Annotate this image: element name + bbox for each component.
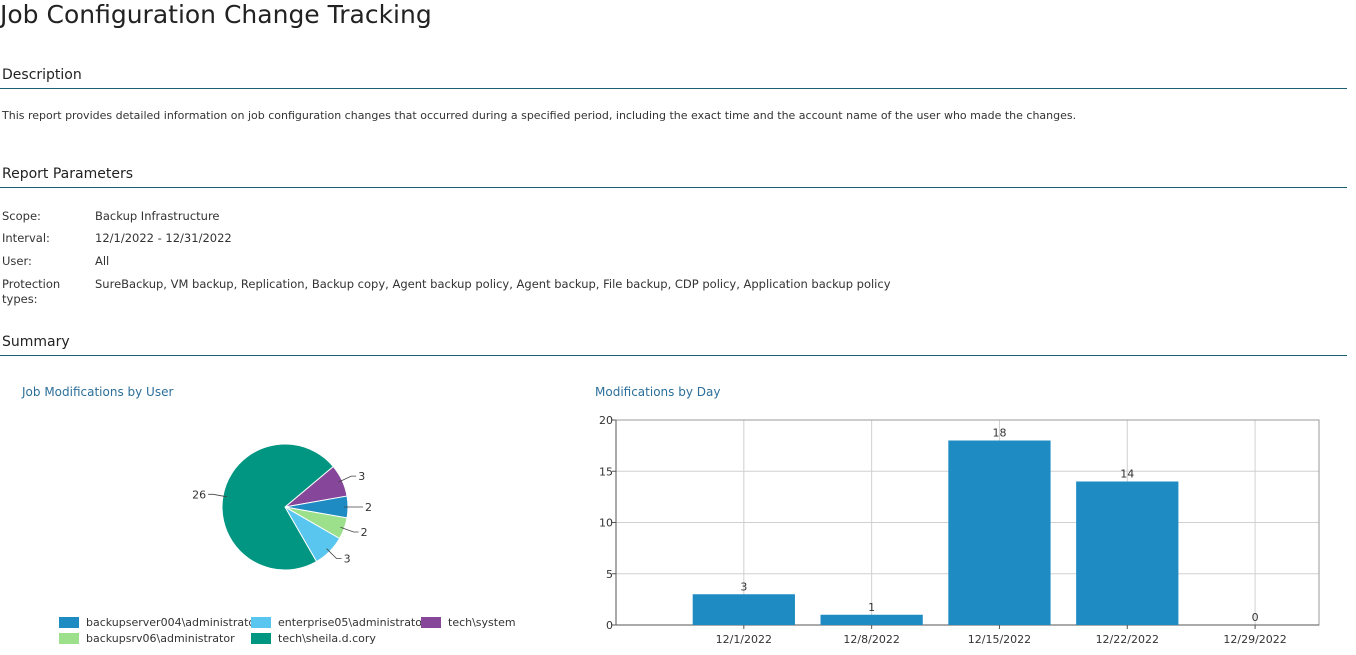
legend-label: enterprise05\administrator [278,616,427,629]
bar-data-label: 18 [992,427,1006,440]
bar-data-label: 3 [740,580,747,593]
pie-chart: 3 2 2 3 26 [192,443,372,571]
param-protection-types-label: Protection types: [2,277,61,306]
bar-12-15-2022 [948,440,1051,625]
summary-header-label: Summary [2,334,70,350]
x-tick-label: 12/15/2022 [968,633,1031,646]
legend-label: backupserver004\administrator [86,616,260,629]
pie-chart-title: Job Modifications by User [22,385,174,399]
x-tick-label: 12/29/2022 [1223,633,1286,646]
bar-data-label: 1 [868,601,875,614]
pie-label-leader [340,526,359,533]
page-title: Job Configuration Change Tracking [0,0,432,29]
param-protection-types-value: SureBackup, VM backup, Replication, Back… [95,277,891,291]
bar-chart-title: Modifications by Day [595,385,721,399]
param-user-value: All [95,254,110,268]
description-section-header: Description [0,67,1347,89]
y-tick-label: 0 [606,619,613,632]
legend-swatch [421,617,441,628]
param-user-label: User: [2,254,32,268]
legend-swatch [251,633,271,644]
y-tick-label: 10 [599,517,613,530]
bar-12-22-2022 [1076,481,1179,625]
legend-label: backupsrv06\administrator [86,632,235,645]
y-tick-label: 15 [599,465,613,478]
x-tick-label: 12/1/2022 [716,633,772,646]
legend-swatch [59,617,79,628]
parameters-header-label: Report Parameters [2,166,133,182]
pie-label-leader [326,548,342,560]
y-tick-label: 5 [606,568,613,581]
description-text: This report provides detailed informatio… [2,109,1077,122]
pie-data-label: 2 [365,501,372,514]
summary-section-header: Summary [0,334,1347,356]
param-interval-value: 12/1/2022 - 12/31/2022 [95,231,232,245]
description-header-label: Description [2,67,82,83]
legend-label: tech\sheila.d.cory [278,632,376,645]
pie-data-label: 3 [344,553,351,566]
x-tick-label: 12/8/2022 [843,633,899,646]
param-scope-label: Scope: [2,209,41,223]
bar-data-label: 0 [1252,611,1259,624]
pie-data-label: 26 [192,488,206,501]
param-interval-label: Interval: [2,231,50,245]
parameters-section-header: Report Parameters [0,166,1347,188]
pie-label-leader [338,475,357,483]
param-scope-value: Backup Infrastructure [95,209,220,223]
bar-chart: 0 5 10 15 20 3 12/1/2022 1 12/8/2022 18 12/15/2022… [599,414,1320,646]
legend-swatch [251,617,271,628]
legend-label: tech\system [448,616,516,629]
y-tick-label: 20 [599,414,613,427]
legend-swatch [59,633,79,644]
bar-12-1-2022 [692,594,795,625]
pie-data-label: 2 [361,526,368,539]
pie-label-leader [208,493,227,498]
bar-data-label: 14 [1120,468,1134,481]
x-tick-label: 12/22/2022 [1096,633,1159,646]
pie-data-label: 3 [358,470,365,483]
bar-12-8-2022 [820,614,923,625]
